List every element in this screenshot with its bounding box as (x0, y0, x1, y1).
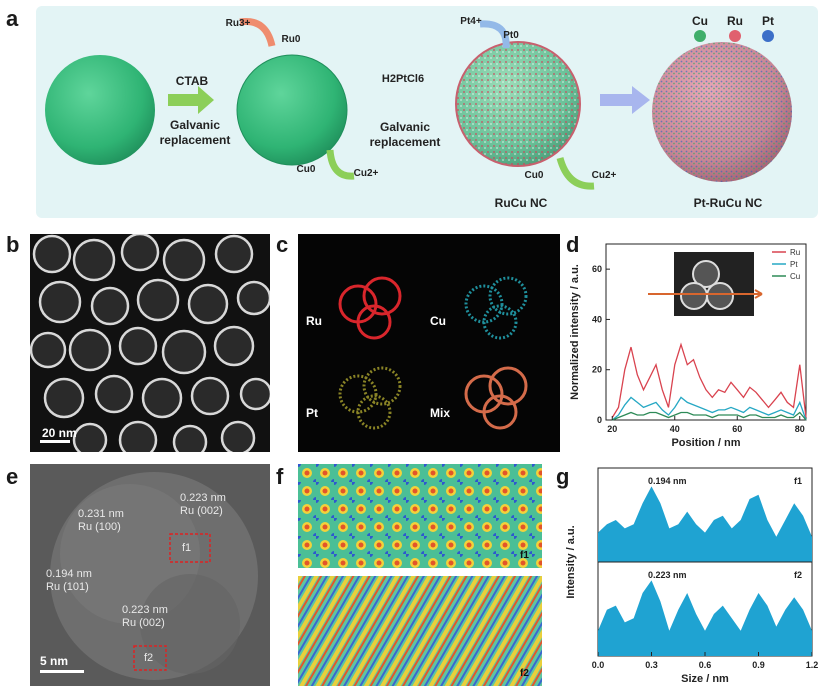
x-tick-label: 0.6 (699, 660, 712, 670)
x-tick-label: 0.9 (752, 660, 765, 670)
e-annotation-1: 0.231 nm Ru (100) (78, 508, 124, 533)
chart-d: Ru Pt Cu 20 40 60 80 0 20 40 60 Position / nm Normal… (569, 243, 807, 449)
inset-particle (706, 282, 734, 310)
x-tick-label: 40 (670, 424, 680, 434)
map-label-pt: Pt (306, 406, 318, 420)
ru-out-label: Ru0 (281, 34, 301, 45)
map-label-mix: Mix (430, 406, 451, 420)
cu2-out-label: Cu2+ (591, 170, 617, 181)
panel-e-image: 0.231 nm Ru (100) 0.223 nm Ru (002) 0.19… (30, 464, 270, 686)
e-annotation-3: 0.194 nm Ru (101) (46, 568, 92, 593)
map-label-ru: Ru (306, 314, 322, 328)
legend-label-ru: Ru (790, 248, 800, 257)
e-annotation-4: 0.223 nm Ru (002) (122, 604, 168, 629)
cu1-in-label: Cu0 (296, 164, 316, 175)
area-series-f1 (598, 486, 812, 562)
panel-a-scheme (45, 18, 792, 190)
arrow2-top-label: H2PtCl6 (381, 73, 425, 85)
panel-letter-b: b (6, 232, 20, 257)
legend-label-cu: Cu (790, 272, 800, 281)
e-annotation-2: 0.223 nm Ru (002) (180, 492, 226, 517)
arrow-1 (168, 86, 214, 114)
panel-letter-f: f (276, 464, 284, 489)
inset-particle (692, 260, 720, 288)
panel-letter-a: a (6, 6, 19, 31)
legend-ru: Ru (727, 14, 743, 28)
panel-b-scale-label: 20 nm (42, 426, 77, 440)
pt-out-label: Pt0 (503, 30, 519, 41)
panel-letter-d: d (566, 232, 580, 257)
legend-pt: Pt (762, 14, 774, 28)
x-axis-label: Position / nm (671, 437, 740, 449)
y-axis-label: Intensity / a.u. (565, 525, 577, 598)
x-tick-label: 1.2 (806, 660, 819, 670)
annotation-f1: 0.194 nm (648, 476, 687, 486)
f-label-1: f1 (520, 550, 529, 561)
pt-in-label: Pt4+ (460, 16, 482, 27)
x-tick-label: 60 (732, 424, 742, 434)
panel-letter-c: c (276, 232, 289, 257)
panel-b-image: 20 nm (30, 234, 270, 452)
series-label-f1: f1 (794, 476, 802, 486)
arrow1-bottom-label: Galvanic replacement (159, 118, 231, 147)
y-tick-label: 60 (592, 264, 602, 274)
series-label-f2: f2 (794, 570, 802, 580)
fft-maps (298, 464, 542, 686)
legend-cu: Cu (692, 14, 708, 28)
panel-letter-e: e (6, 464, 19, 489)
hollow-cu-sphere (237, 55, 347, 165)
x-tick-label: 20 (607, 424, 617, 434)
nanocrystal-micrograph (30, 234, 270, 452)
y-tick-label: 20 (592, 365, 602, 375)
arrow-3 (600, 86, 650, 114)
cu-sphere (45, 55, 155, 165)
ru-in-label: Ru3+ (225, 18, 251, 29)
panel-f-image: f1 f2 (298, 464, 542, 686)
hrtem-image (40, 472, 258, 680)
x-axis-label: Size / nm (681, 673, 729, 685)
pt-rucu-nc-label: Pt-RuCu NC (693, 196, 763, 210)
chart-g: f1 0.194 nm f2 0.223 nm 0.0 0.3 0.6 0.9 1.2 Size … (565, 467, 819, 685)
y-tick-label: 0 (597, 415, 602, 425)
e-f1-label: f1 (182, 542, 192, 554)
arrow2-bottom-label: Galvanic replacement (369, 120, 441, 149)
series-line-ru (611, 342, 807, 418)
inset-image (648, 252, 763, 316)
cu2-in-label: Cu0 (524, 170, 544, 181)
x-tick-label: 0.0 (592, 660, 605, 670)
panel-c-image: Ru Cu Pt Mix (298, 234, 560, 452)
annotation-f2: 0.223 nm (648, 570, 687, 580)
x-tick-label: 0.3 (645, 660, 658, 670)
panel-a: a (0, 0, 824, 230)
f-label-2: f2 (520, 668, 529, 679)
rucu-nc-label: RuCu NC (494, 196, 548, 210)
area-series-f2 (598, 580, 812, 656)
elemental-maps (338, 276, 528, 430)
series-line-pt (611, 396, 807, 421)
line-scan-arrowhead (754, 289, 763, 299)
map-label-cu: Cu (430, 314, 446, 328)
panel-e-scale-label: 5 nm (40, 654, 69, 668)
y-axis-label: Normalized intensity / a.u. (569, 264, 581, 400)
e-f2-label: f2 (144, 652, 154, 664)
panel-letter-g: g (556, 464, 570, 489)
arrow1-top-label: CTAB (175, 74, 209, 88)
y-tick-label: 40 (592, 314, 602, 324)
x-tick-label: 80 (795, 424, 805, 434)
inset-particle (680, 282, 708, 310)
cu1-out-label: Cu2+ (353, 168, 379, 179)
legend-label-pt: Pt (790, 260, 798, 269)
series-line-cu (612, 411, 807, 421)
